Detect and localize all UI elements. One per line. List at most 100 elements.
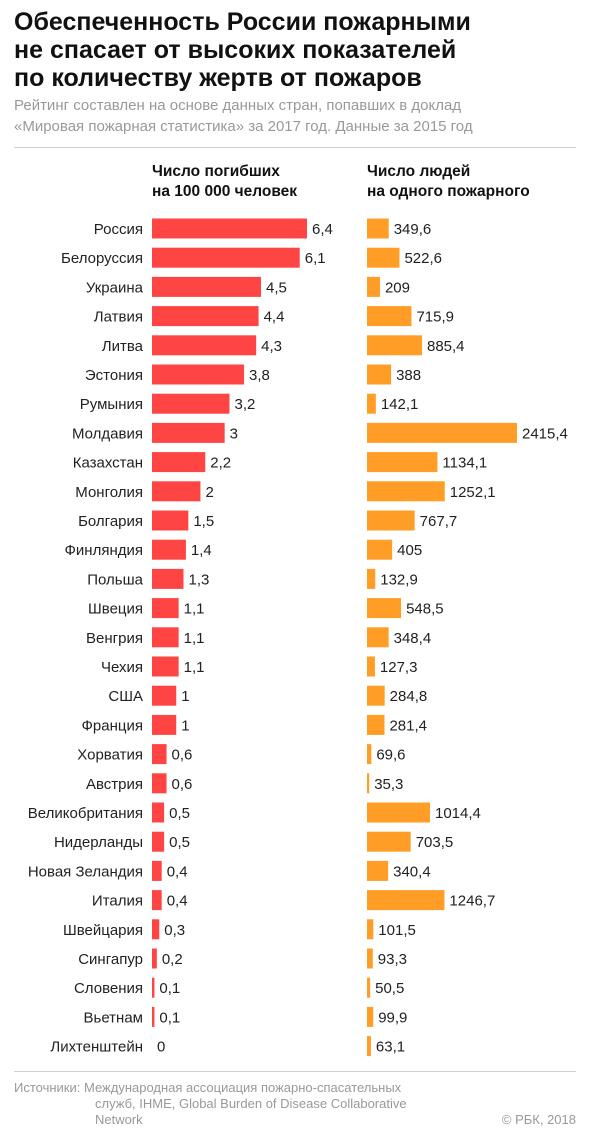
firefighters-bar: [367, 627, 389, 648]
firefighters-bar: [367, 306, 412, 327]
firefighters-bar: [367, 948, 373, 969]
category-label: США: [108, 688, 143, 705]
firefighters-value-label: 767,7: [420, 513, 458, 530]
firefighters-bar: [367, 218, 389, 239]
category-label: Австрия: [86, 776, 143, 793]
firefighters-value-label: 1246,7: [449, 893, 495, 910]
firefighters-bar: [367, 510, 415, 531]
firefighters-value-label: 1134,1: [442, 455, 487, 472]
category-label: Лихтенштейн: [50, 1039, 143, 1056]
deaths-value-label: 0,4: [167, 863, 188, 880]
title-line: не спасает от высоких показателей: [14, 36, 457, 64]
bar-chart: Россия 6,4 349,6 Белоруссия 6,1 522,6 Украина 4…: [28, 218, 568, 1057]
deaths-value-label: 0,2: [162, 951, 183, 968]
deaths-value-label: 4,3: [261, 338, 282, 355]
header-line: Число людей: [367, 163, 471, 180]
category-label: Вьетнам: [84, 1009, 143, 1026]
firefighters-value-label: 340,4: [393, 863, 431, 880]
firefighters-value-label: 101,5: [378, 922, 416, 939]
deaths-bar: [152, 1006, 155, 1027]
firefighters-value-label: 93,3: [378, 951, 407, 968]
deaths-bar: [152, 568, 184, 589]
firefighters-value-label: 69,6: [376, 747, 405, 764]
firefighters-value-label: 284,8: [390, 688, 428, 705]
firefighters-bar: [367, 919, 374, 940]
firefighters-bar: [367, 656, 375, 677]
deaths-value-label: 1,4: [191, 542, 212, 559]
deaths-value-label: 1,1: [184, 601, 205, 618]
deaths-bar: [152, 510, 189, 531]
deaths-value-label: 6,4: [312, 221, 333, 238]
deaths-bar: [152, 831, 165, 852]
firefighters-value-label: 63,1: [376, 1039, 405, 1056]
firefighters-bar: [367, 1006, 374, 1027]
firefighters-bar: [367, 452, 438, 473]
firefighters-value-label: 1014,4: [435, 805, 481, 822]
deaths-bar: [152, 335, 257, 356]
category-label: Молдавия: [72, 425, 143, 442]
deaths-bar: [152, 306, 259, 327]
firefighters-bar: [367, 364, 392, 385]
firefighters-bar: [367, 977, 371, 998]
deaths-bar: [152, 977, 155, 998]
firefighters-value-label: 99,9: [378, 1009, 407, 1026]
firefighters-value-label: 2415,4: [522, 425, 568, 442]
chart-subtitle: Рейтинг составлен на основе данных стран…: [14, 95, 579, 137]
deaths-value-label: 0,1: [159, 980, 180, 997]
deaths-value-label: 0,1: [159, 1009, 180, 1026]
firefighters-bar: [367, 890, 445, 911]
bottom-divider: [14, 1071, 576, 1072]
category-label: Эстония: [85, 367, 143, 384]
firefighters-value-label: 348,4: [394, 630, 432, 647]
deaths-bar: [152, 393, 230, 414]
deaths-bar: [152, 218, 307, 239]
deaths-bar: [152, 627, 179, 648]
deaths-bar: [152, 744, 167, 765]
deaths-bar: [152, 598, 179, 619]
firefighters-value-label: 885,4: [427, 338, 465, 355]
top-divider: [14, 147, 576, 148]
firefighters-bar: [367, 276, 380, 297]
deaths-value-label: 3,8: [249, 367, 270, 384]
deaths-value-label: 0,4: [167, 893, 188, 910]
firefighters-bar: [367, 335, 422, 356]
subtitle-line: «Мировая пожарная статистика» за 2017 го…: [14, 118, 473, 135]
firefighters-value-label: 281,4: [389, 717, 427, 734]
deaths-bar: [152, 685, 177, 706]
deaths-bar: [152, 364, 245, 385]
firefighters-value-label: 388: [396, 367, 421, 384]
category-label: Великобритания: [28, 805, 143, 822]
firefighters-value-label: 349,6: [394, 221, 432, 238]
firefighters-bar: [367, 481, 445, 502]
firefighters-column-header: Число людей на одного пожарного: [367, 162, 530, 202]
category-label: Венгрия: [86, 630, 143, 647]
deaths-column-header: Число погибших на 100 000 человек: [152, 162, 297, 202]
category-label: Латвия: [94, 309, 143, 326]
category-label: Белоруссия: [61, 250, 143, 267]
footer-line: Network: [95, 1112, 143, 1127]
deaths-bar: [152, 714, 177, 735]
deaths-bar: [152, 890, 162, 911]
firefighters-value-label: 132,9: [380, 571, 418, 588]
footer-line: Источники: Международная ассоциация пожа…: [14, 1080, 402, 1095]
firefighters-bar: [367, 1036, 371, 1057]
deaths-value-label: 0: [157, 1039, 165, 1056]
firefighters-bar: [367, 598, 402, 619]
firefighters-value-label: 405: [397, 542, 422, 559]
firefighters-value-label: 142,1: [381, 396, 419, 413]
firefighters-bar: [367, 802, 430, 823]
deaths-bar: [152, 656, 179, 677]
title-line: Обеспеченность России пожарными: [14, 8, 471, 36]
firefighters-value-label: 703,5: [416, 834, 454, 851]
deaths-bar: [152, 860, 162, 881]
deaths-value-label: 3,2: [235, 396, 256, 413]
deaths-value-label: 1,1: [184, 659, 205, 676]
footer-line: служб, IHME, Global Burden of Disease Co…: [95, 1096, 407, 1111]
header-line: Число погибших: [152, 163, 280, 180]
deaths-value-label: 1: [181, 688, 189, 705]
firefighters-bar: [367, 744, 372, 765]
deaths-value-label: 2: [205, 484, 213, 501]
deaths-bar: [152, 422, 225, 443]
deaths-bar: [152, 802, 165, 823]
deaths-value-label: 0,5: [169, 834, 190, 851]
